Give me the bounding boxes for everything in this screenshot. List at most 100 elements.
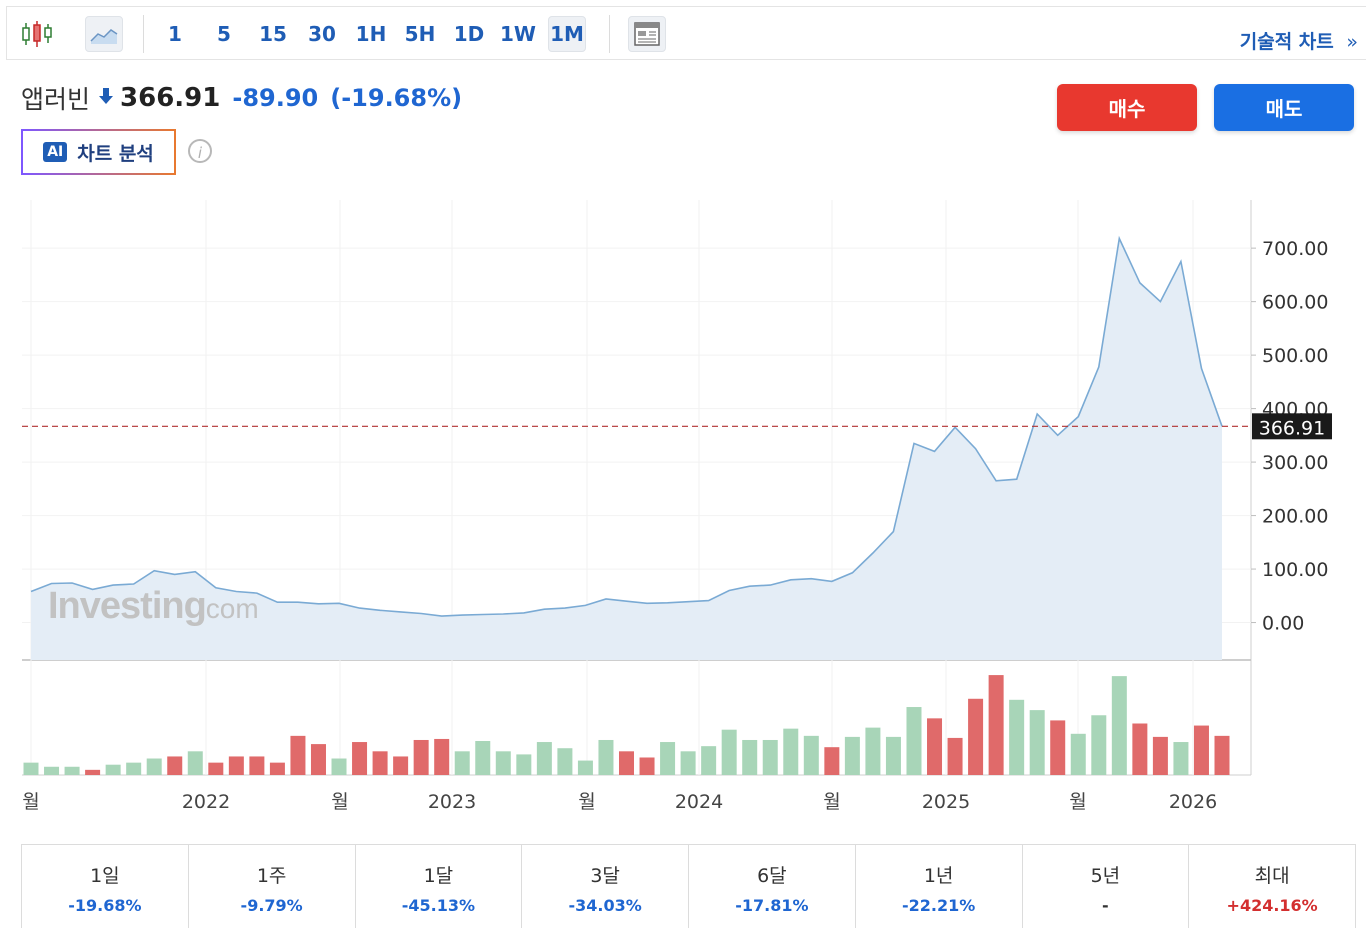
interval-5[interactable]: 5 [217,22,231,46]
volume-bar-down [968,698,984,775]
volume-bar-down [619,751,634,775]
volume-bar-up [536,742,552,775]
instrument-name: 앱러빈 [21,85,91,114]
volume-bar-down [1193,725,1209,775]
performance-cell: 1주 -9.79% [189,845,356,928]
price-tick-label: 500.00 [1262,345,1328,367]
technical-chart-link[interactable]: 기술적 차트 » [1240,27,1358,54]
interval-5H[interactable]: 5H [404,22,436,46]
time-axis-label: 2023 [428,791,476,813]
volume-bar-up [721,729,737,775]
volume-bar-down [269,762,285,775]
price-area-fill [31,238,1222,660]
double-chevron-right-icon: » [1346,31,1358,53]
volume-bar-up [865,727,881,775]
arrow-down-icon [98,86,114,110]
volume-bar-up [762,739,778,775]
price-tick-label: 200.00 [1262,506,1328,528]
toolbar-divider [609,15,610,53]
performance-value: -45.13% [401,896,476,915]
price-tick-label: 100.00 [1262,559,1328,581]
time-axis-label: 2026 [1169,791,1217,813]
volume-bar-up [475,741,491,775]
performance-period-label: 1일 [90,865,120,887]
interval-1[interactable]: 1 [168,22,182,46]
volume-bar-down [290,735,306,775]
toolbar-divider [143,15,144,53]
area-chart-icon[interactable] [85,16,123,52]
layout-icon[interactable] [628,16,666,52]
volume-bar-up [23,762,39,775]
volume-bar-down [413,739,429,775]
interval-15[interactable]: 15 [259,22,287,46]
performance-cell: 1달 -45.13% [356,845,523,928]
volume-bar-down [1050,720,1066,775]
performance-value: -22.21% [901,896,976,915]
volume-bar-down [434,738,450,775]
chart-toolbar: 1 5 15 30 1H 5H 1D 1W 1M 기술적 차트 » [6,6,1366,60]
price-change-percent: (-19.68%) [330,84,463,112]
volume-bar-down [249,756,265,775]
interval-1W[interactable]: 1W [500,22,536,46]
volume-bar-up [1173,742,1189,775]
investing-watermark: Investing [48,585,206,627]
time-axis-label: 월 [578,791,595,813]
volume-bar-up [1029,710,1045,775]
volume-bar-up [598,739,614,775]
performance-period-label: 최대 [1254,865,1290,887]
performance-cell: 1년 -22.21% [856,845,1023,928]
price-change: -89.90 [232,84,319,112]
performance-period-label: 6달 [757,865,787,887]
current-price-label: 366.91 [1259,417,1325,439]
price-tick-label: 0.00 [1262,613,1304,635]
performance-value: +424.16% [1226,896,1318,915]
volume-bar-down [228,756,244,775]
performance-cell: 1일 -19.68% [22,845,189,928]
volume-bar-up [844,736,860,775]
current-price-tag [1252,413,1332,440]
time-axis-label: 월 [1069,791,1086,813]
volume-bar-up [660,742,676,775]
performance-cell: 6달 -17.81% [689,845,856,928]
sell-button[interactable]: 매도 [1214,84,1354,131]
volume-bar-down [310,744,326,775]
price-chart[interactable]: 0.00100.00200.00300.00400.00500.00600.00… [0,190,1366,830]
candlestick-icon[interactable] [21,19,53,49]
price-tick-label: 300.00 [1262,452,1328,474]
volume-bar-up [680,751,696,775]
performance-period-label: 5년 [1090,865,1121,887]
volume-bar-down [208,762,224,775]
volume-bar-up [187,751,203,775]
volume-bar-down [85,769,101,775]
volume-bar-up [1111,676,1127,775]
volume-bar-up [783,728,799,775]
ai-chart-analysis-button[interactable]: AI 차트 분석 [21,129,176,175]
performance-period-label: 1년 [923,865,954,887]
ai-button-label: 차트 분석 [77,142,154,165]
buy-button[interactable]: 매수 [1057,84,1197,131]
volume-bar-down [927,718,943,775]
time-axis-label: 월 [22,791,39,813]
volume-bar-up [742,739,758,775]
volume-bar-up [701,746,717,775]
volume-bar-down [639,757,655,775]
performance-value: -19.68% [68,896,142,915]
time-axis-label: 2022 [182,791,230,813]
price-tick-label: 700.00 [1262,238,1328,260]
volume-bar-up [105,764,121,775]
time-axis-label: 2025 [922,791,970,813]
volume-bar-down [1152,736,1168,775]
price-series-line [30,235,1223,617]
interval-30[interactable]: 30 [308,22,336,46]
interval-1D[interactable]: 1D [453,22,485,46]
info-icon[interactable]: i [188,139,212,163]
volume-bar-up [495,751,511,775]
price-tick-label: 600.00 [1262,292,1328,314]
volume-bar-down [988,675,1004,775]
interval-1H[interactable]: 1H [355,22,387,46]
volume-bar-down [393,756,409,775]
volume-bar-up [1070,733,1086,775]
volume-bar-down [1132,723,1148,775]
volume-bar-up [454,751,470,775]
interval-1M[interactable]: 1M [548,16,586,52]
